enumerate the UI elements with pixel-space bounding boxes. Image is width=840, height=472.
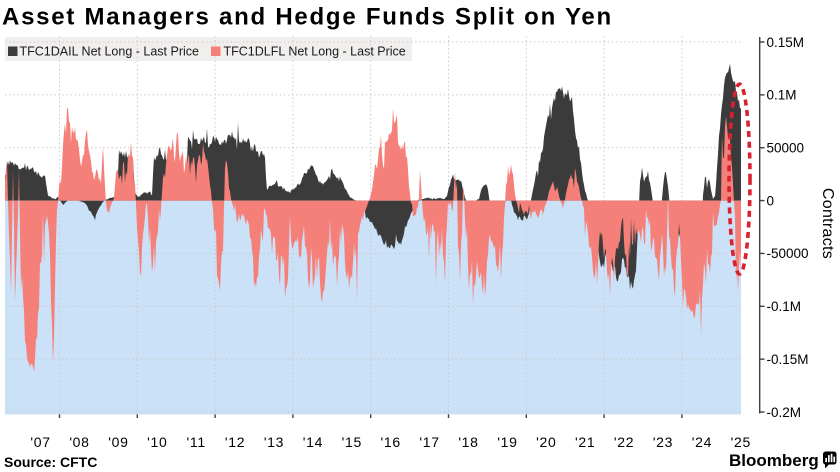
svg-text:'20: '20 (536, 434, 556, 450)
svg-text:'17: '17 (419, 434, 439, 450)
svg-text:'19: '19 (497, 434, 517, 450)
svg-text:'23: '23 (653, 434, 673, 450)
svg-text:-0.2M: -0.2M (767, 405, 802, 420)
svg-text:TFC1DLFL Net Long - Last Price: TFC1DLFL Net Long - Last Price (224, 44, 406, 58)
svg-text:TFC1DAIL Net Long - Last Price: TFC1DAIL Net Long - Last Price (20, 44, 200, 58)
svg-text:-0.15M: -0.15M (767, 352, 809, 367)
svg-text:Source: CFTC: Source: CFTC (4, 454, 97, 470)
svg-text:'11: '11 (187, 434, 206, 450)
svg-text:'12: '12 (225, 434, 245, 450)
svg-text:'16: '16 (381, 434, 401, 450)
svg-text:'09: '09 (108, 434, 128, 450)
svg-text:Contracts: Contracts (819, 188, 836, 259)
svg-text:'14: '14 (303, 434, 323, 450)
svg-text:'25: '25 (731, 434, 751, 450)
svg-text:'15: '15 (342, 434, 362, 450)
svg-text:Asset Managers and Hedge Funds: Asset Managers and Hedge Funds Split on … (2, 3, 613, 30)
svg-text:50000: 50000 (767, 141, 805, 156)
svg-text:-50000: -50000 (767, 246, 809, 261)
svg-text:'08: '08 (69, 434, 89, 450)
svg-text:Bloomberg: Bloomberg (729, 451, 819, 470)
svg-text:'24: '24 (692, 434, 712, 450)
svg-text:'18: '18 (458, 434, 478, 450)
svg-text:'13: '13 (264, 434, 284, 450)
svg-text:'10: '10 (147, 434, 167, 450)
svg-text:0: 0 (767, 193, 775, 208)
svg-text:0.1M: 0.1M (767, 88, 797, 103)
svg-text:'22: '22 (614, 434, 634, 450)
svg-text:'21: '21 (575, 434, 595, 450)
svg-text:0.15M: 0.15M (767, 35, 805, 50)
svg-text:-0.1M: -0.1M (767, 299, 802, 314)
svg-text:'07: '07 (30, 434, 50, 450)
